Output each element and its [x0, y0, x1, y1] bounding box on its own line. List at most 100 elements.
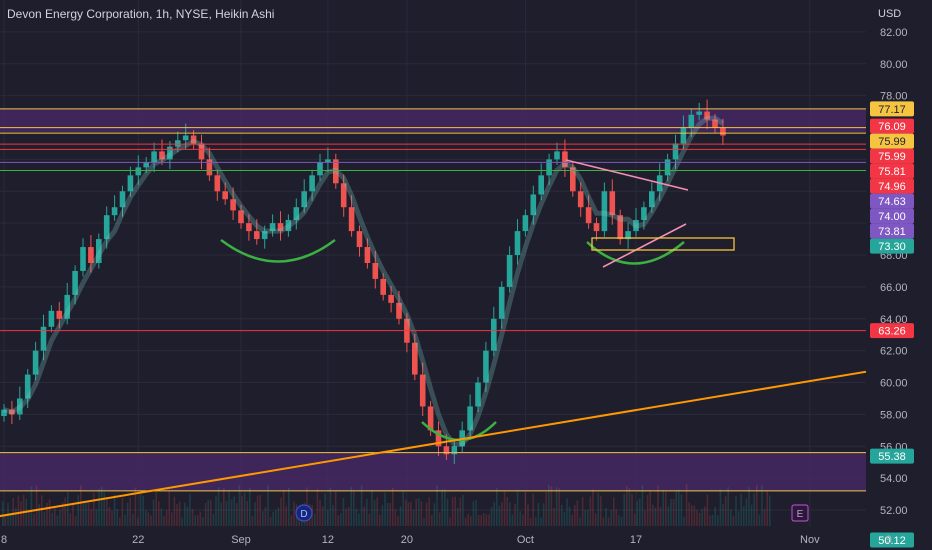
candle-body[interactable] [696, 111, 702, 115]
earnings-marker[interactable] [791, 504, 809, 522]
candle-body[interactable] [475, 382, 481, 407]
candle-body[interactable] [277, 223, 284, 232]
candle-body[interactable] [254, 231, 260, 240]
candle-body[interactable] [435, 430, 442, 447]
candle-body[interactable] [269, 223, 276, 232]
candle-body[interactable] [64, 294, 70, 319]
candle-body[interactable] [467, 406, 473, 431]
candle-body[interactable] [419, 374, 426, 407]
candle-body[interactable] [111, 207, 118, 216]
volume-bar [589, 496, 592, 526]
candle-body[interactable] [214, 175, 221, 192]
candle-body[interactable] [96, 239, 102, 263]
dividend-marker[interactable] [295, 504, 313, 522]
candle-body[interactable] [56, 310, 63, 319]
event-markers[interactable]: D E [295, 504, 809, 522]
candle-body[interactable] [633, 219, 639, 232]
candle-body[interactable] [364, 247, 371, 263]
candle-body[interactable] [356, 231, 363, 248]
candle-body[interactable] [175, 140, 181, 147]
candle-body[interactable] [577, 191, 584, 208]
candle-body[interactable] [182, 135, 189, 141]
candle-body[interactable] [427, 406, 434, 431]
candle-body[interactable] [32, 350, 39, 375]
candle-body[interactable] [17, 398, 23, 415]
candle-body[interactable] [309, 175, 315, 192]
volume-bar [368, 513, 371, 526]
candle-body[interactable] [167, 146, 173, 160]
candle-body[interactable] [198, 143, 205, 160]
candle-body[interactable] [514, 231, 521, 256]
candle-body[interactable] [119, 191, 126, 208]
candle-body[interactable] [483, 350, 489, 383]
candle-body[interactable] [301, 191, 307, 208]
candle-body[interactable] [348, 207, 355, 232]
candle-body[interactable] [712, 119, 718, 128]
candle-body[interactable] [617, 215, 623, 240]
candle-body[interactable] [601, 191, 608, 232]
volume-bar [293, 501, 295, 526]
candle-body[interactable] [672, 143, 679, 160]
candle-body[interactable] [641, 207, 647, 220]
candle-body[interactable] [246, 223, 252, 232]
candle-body[interactable] [261, 231, 268, 240]
candle-body[interactable] [506, 255, 513, 287]
candle-body[interactable] [40, 326, 47, 351]
candle-body[interactable] [190, 135, 197, 144]
candle-body[interactable] [372, 263, 379, 279]
candle-body[interactable] [230, 199, 236, 211]
candle-body[interactable] [48, 310, 55, 327]
candle-body[interactable] [562, 151, 568, 168]
candle-body[interactable] [585, 207, 592, 224]
candle-body[interactable] [9, 409, 15, 415]
candle-body[interactable] [88, 247, 94, 263]
candle-body[interactable] [333, 159, 339, 184]
candle-body[interactable] [206, 159, 213, 176]
candle-body[interactable] [1, 409, 7, 417]
candle-body[interactable] [24, 374, 31, 399]
candle-body[interactable] [451, 446, 458, 455]
candle-body[interactable] [293, 207, 300, 220]
candle-body[interactable] [704, 111, 710, 120]
candle-body[interactable] [412, 342, 418, 375]
candle-body[interactable] [127, 175, 134, 192]
candle-body[interactable] [222, 191, 228, 200]
candle-body[interactable] [151, 151, 157, 163]
time-axis[interactable]: 8 22 Sep 12 20 Oct 17 Nov 9 [0, 526, 892, 550]
candle-body[interactable] [554, 151, 560, 160]
candle-body[interactable] [664, 159, 671, 176]
candle-body[interactable] [688, 114, 695, 128]
candle-body[interactable] [80, 247, 86, 271]
volume-bar [399, 506, 402, 526]
candle-body[interactable] [570, 167, 576, 192]
candle-body[interactable] [135, 167, 142, 176]
candle-body[interactable] [103, 215, 110, 240]
candle-body[interactable] [388, 294, 394, 303]
candle-body[interactable] [380, 278, 386, 295]
candle-body[interactable] [649, 191, 655, 208]
candle-body[interactable] [491, 318, 497, 351]
candle-body[interactable] [238, 210, 244, 224]
candle-body[interactable] [498, 286, 505, 319]
candle-body[interactable] [546, 159, 552, 176]
candle-body[interactable] [143, 162, 149, 168]
candle-body[interactable] [325, 159, 331, 163]
candle-body[interactable] [72, 270, 78, 295]
candle-body[interactable] [538, 175, 544, 195]
candles[interactable] [1, 99, 726, 464]
candle-body[interactable] [285, 219, 292, 232]
candle-body[interactable] [609, 191, 616, 216]
candle-body[interactable] [340, 183, 347, 208]
candle-body[interactable] [396, 302, 402, 319]
candle-body[interactable] [530, 194, 537, 216]
candle-body[interactable] [159, 151, 165, 160]
candle-body[interactable] [522, 215, 529, 232]
candle-body[interactable] [680, 127, 687, 144]
candle-body[interactable] [443, 446, 450, 455]
candle-body[interactable] [625, 231, 631, 240]
candle-body[interactable] [720, 127, 726, 136]
candle-body[interactable] [317, 162, 323, 176]
candle-body[interactable] [593, 223, 600, 232]
price-axis[interactable]: 52.0054.0056.0058.0060.0062.0064.0066.00… [866, 0, 932, 550]
